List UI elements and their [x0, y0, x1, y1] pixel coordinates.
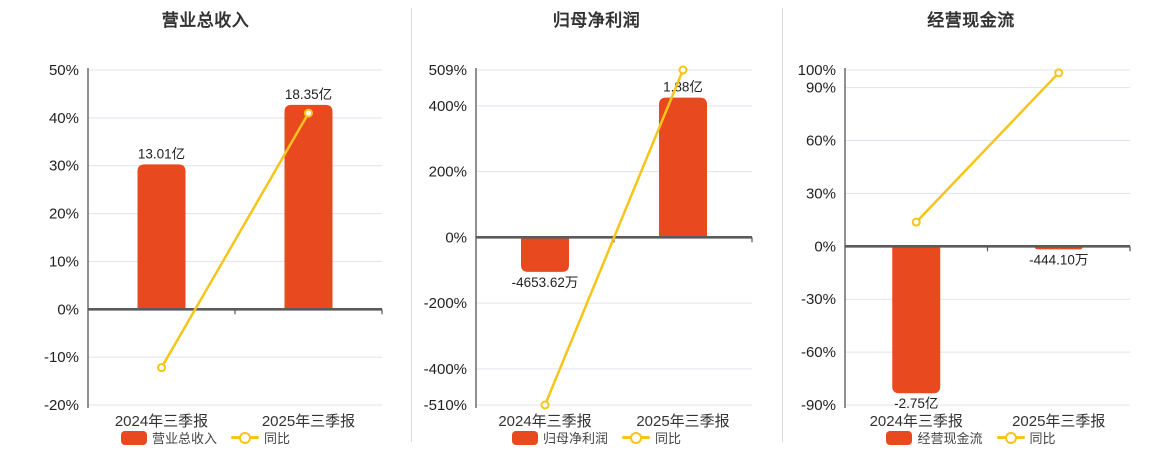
yoy-marker-2024年三季报[interactable] — [540, 400, 550, 410]
bar-swatch-icon — [886, 430, 913, 445]
y-tick-label: 400% — [429, 98, 467, 115]
bar-value-label: -2.75亿 — [894, 396, 938, 411]
legend-label: 同比 — [264, 431, 291, 446]
yoy-marker-2025年三季报[interactable] — [678, 65, 688, 75]
circle-marker-icon — [1004, 431, 1017, 444]
x-category-2024: 2024年三季报 — [114, 413, 209, 430]
y-tick-label: 0% — [445, 229, 467, 246]
bar-2024年三季报[interactable] — [521, 237, 569, 272]
legend-label: 经营现金流 — [917, 431, 983, 446]
y-tick-label: 509% — [429, 62, 467, 79]
panel-title-net-profit: 归母净利润 — [552, 11, 641, 30]
panel-title-cash-flow: 经营现金流 — [927, 11, 1015, 30]
y-tick-label: 50% — [49, 62, 79, 79]
y-tick-label: 10% — [49, 253, 79, 270]
legend-item-yoy[interactable]: 同比 — [622, 428, 681, 447]
bar-value-label: -444.10万 — [1029, 252, 1088, 267]
yoy-marker-2024年三季报[interactable] — [157, 363, 166, 373]
bar-2025年三季报[interactable] — [284, 104, 333, 310]
legend-item-net-profit[interactable]: 归母净利润 — [511, 428, 608, 447]
circle-marker-icon — [239, 431, 251, 444]
legend-label: 同比 — [655, 431, 682, 446]
yoy-line — [160, 112, 310, 369]
y-tick-label: -30% — [801, 291, 836, 308]
y-tick-label: -510% — [424, 397, 467, 414]
x-category-2025: 2025年三季报 — [636, 413, 730, 430]
panel-divider — [411, 8, 412, 442]
bar-swatch-icon — [120, 430, 147, 445]
bar-value-label: -4653.62万 — [512, 275, 579, 290]
y-tick-label: 60% — [806, 133, 836, 150]
legend: 归母净利润 同比 — [411, 428, 782, 447]
line-marker-icon — [996, 431, 1025, 444]
panel-divider — [782, 8, 783, 442]
circle-marker-icon — [630, 431, 642, 444]
y-tick-label: 0% — [57, 301, 79, 318]
y-tick-label: -20% — [44, 397, 79, 414]
y-tick-label: 30% — [49, 158, 79, 175]
legend-item-yoy[interactable]: 同比 — [231, 428, 290, 447]
yoy-line — [543, 69, 685, 406]
bar-value-label: 18.35亿 — [285, 87, 332, 102]
y-tick-label: 20% — [49, 206, 79, 223]
bar-2024年三季报[interactable] — [137, 164, 186, 310]
yoy-marker-2025年三季报[interactable] — [1054, 68, 1064, 78]
legend: 营业总收入 同比 — [0, 428, 411, 447]
y-tick-label: 200% — [429, 164, 467, 181]
legend-label: 同比 — [1029, 431, 1056, 446]
legend-label: 营业总收入 — [151, 431, 217, 446]
line-marker-icon — [231, 431, 259, 444]
yoy-line — [915, 71, 1060, 224]
y-tick-label: 0% — [814, 238, 836, 255]
x-category-2024: 2024年三季报 — [498, 413, 592, 430]
legend-item-yoy[interactable]: 同比 — [996, 428, 1056, 447]
x-category-2024: 2024年三季报 — [869, 413, 963, 430]
bar-swatch-icon — [511, 430, 538, 445]
revenue-chart: 50% 40% 30% 20% 10% 0% -10% -20% 13.01亿 18.35亿 — [44, 62, 383, 414]
yoy-marker-2024年三季报[interactable] — [911, 217, 921, 227]
y-tick-label: 40% — [49, 110, 79, 127]
panel-cash-flow: 经营现金流 100% 90% 60% 30% 0% -30% -60% -90% -2.75亿 -… — [782, 0, 1160, 450]
y-tick-label: 100% — [798, 62, 836, 79]
y-tick-label: 90% — [806, 80, 836, 97]
bar-value-label: 13.01亿 — [138, 146, 185, 161]
y-tick-label: -400% — [424, 361, 467, 378]
bar-2024年三季报[interactable] — [892, 246, 941, 394]
legend-item-revenue[interactable]: 营业总收入 — [120, 428, 217, 447]
legend-label: 归母净利润 — [542, 431, 608, 446]
cash-flow-chart: 100%90% 60% 30% 0% -30% -60% -90% -2.75亿 -444.10… — [798, 62, 1131, 414]
y-tick-label: 30% — [806, 185, 836, 202]
x-category-2025: 2025年三季报 — [1012, 413, 1106, 430]
legend-item-cash-flow[interactable]: 经营现金流 — [886, 428, 983, 447]
panel-title-revenue: 营业总收入 — [161, 11, 250, 30]
bar-value-label: 1.88亿 — [663, 80, 703, 95]
legend: 经营现金流 同比 — [782, 428, 1160, 447]
y-tick-label: -200% — [424, 295, 467, 312]
yoy-marker-2025年三季报[interactable] — [304, 108, 313, 118]
y-tick-label: -60% — [801, 344, 836, 361]
bar-2025年三季报[interactable] — [659, 97, 707, 238]
x-category-2025: 2025年三季报 — [261, 413, 356, 430]
net-profit-chart: 509% 400% 200% 0% -200% -400% -510% -4653.62万 1.… — [424, 62, 753, 414]
panel-net-profit: 归母净利润 509% 400% 200% 0% -200% -400% -510% -4653… — [411, 0, 782, 450]
y-tick-label: -90% — [801, 397, 836, 414]
panel-revenue: 营业总收入 50% 40% 30% 20% 10% 0% -10% -20% 13.01亿 18.… — [0, 0, 411, 450]
line-marker-icon — [622, 431, 650, 444]
y-tick-label: -10% — [44, 349, 79, 366]
